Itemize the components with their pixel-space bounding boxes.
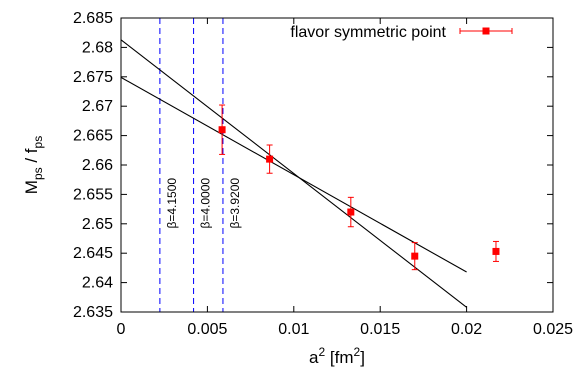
legend-point [482,27,490,35]
y-tick-label: 2.665 [73,128,113,145]
beta-label: β=3.9200 [228,178,242,229]
legend-label: flavor symmetric point [290,24,446,41]
x-axis-label-rest: [fm [325,348,353,367]
x-axis-label-base: a [309,348,319,367]
y-tick-label: 2.685 [73,10,113,27]
beta-label: β=4.1500 [165,178,179,229]
beta-line-group: β=4.1500 β=4.0000 β=3.9200 [159,18,242,312]
y-tick-label: 2.68 [82,39,113,56]
x-tick-label: 0.005 [187,321,227,338]
data-point [218,126,226,134]
x-axis-label-close: ] [360,348,365,367]
data-point-group [218,104,500,271]
y-tick-label: 2.655 [73,186,113,203]
fit-line [120,76,467,273]
y-axis-label-base: M [22,180,41,194]
y-tick-label: 2.675 [73,69,113,86]
y-tick-label: 2.635 [73,304,113,321]
legend-marker [459,27,513,35]
x-tick-label: 0.01 [278,321,309,338]
legend: flavor symmetric point [290,24,513,41]
y-tick-label: 2.67 [82,98,113,115]
fit-line-group [120,39,467,308]
x-axis-label: a2 [fm2] [309,345,365,367]
y-tick-label: 2.64 [82,275,113,292]
tick-group [120,17,554,313]
tick-label-group: 0 0.005 0.01 0.015 0.02 0.025 2.635 2.64 2.645 2.… [73,10,573,338]
x-tick-label: 0.025 [533,321,573,338]
data-point [492,247,500,255]
y-tick-label: 2.66 [82,157,113,174]
x-tick-label: 0 [117,321,126,338]
y-axis-label-sub2: ps [31,136,45,149]
y-axis-label-mid: / f [22,148,41,167]
data-point [347,208,355,216]
y-axis-label: Mps / fps [22,136,45,194]
y-tick-label: 2.65 [82,216,113,233]
x-tick-label: 0.02 [451,321,482,338]
y-tick-label: 2.645 [73,245,113,262]
plot-frame [120,17,554,313]
x-axis-label-sup: 2 [319,345,326,359]
beta-label: β=4.0000 [199,178,213,229]
x-tick-label: 0.015 [360,321,400,338]
y-axis-label-sub1: ps [31,167,45,180]
fit-line [120,39,467,308]
data-point [411,252,419,260]
x-axis-label-sup2: 2 [354,345,361,359]
data-point [266,155,274,163]
